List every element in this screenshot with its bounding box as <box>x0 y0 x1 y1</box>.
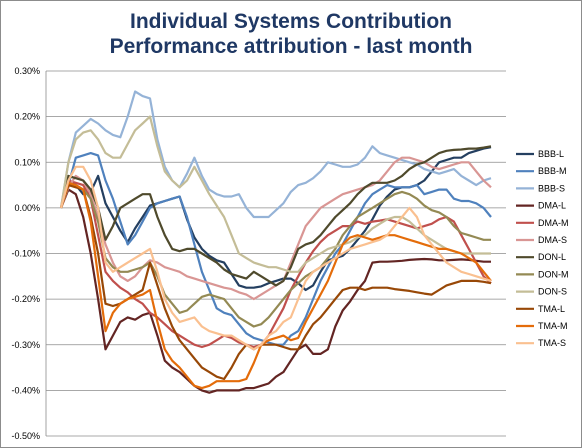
y-tick-label: -0.20% <box>11 294 40 304</box>
series-line-don-l <box>59 145 492 287</box>
legend-label-tma-l: TMA-L <box>538 304 565 314</box>
legend-label-bbb-m: BBB-M <box>538 166 567 176</box>
y-tick-label: -0.10% <box>11 249 40 259</box>
legend-label-don-l: DON-L <box>538 252 566 262</box>
y-tick-label: 0.00% <box>14 203 40 213</box>
chart-subtitle: Performance attribution - last month <box>109 35 473 58</box>
y-tick-label: -0.50% <box>11 431 40 441</box>
legend-label-bbb-s: BBB-S <box>538 183 565 193</box>
series-line-tma-s <box>59 165 492 351</box>
series-line-bbb-s <box>59 90 492 219</box>
legend-label-bbb-l: BBB-L <box>538 149 564 159</box>
chart-title-block: Individual Systems Contribution Performa… <box>0 9 582 59</box>
y-tick-label: -0.30% <box>11 340 40 350</box>
series-line-bbb-l <box>59 146 492 292</box>
legend-label-dma-l: DMA-L <box>538 201 566 211</box>
series-line-dma-l <box>59 188 491 394</box>
series-line-don-m <box>59 184 491 328</box>
y-tick-label: 0.10% <box>14 157 40 167</box>
legend-label-tma-s: TMA-S <box>538 338 566 348</box>
series-line-tma-l <box>59 184 492 381</box>
legend-label-don-m: DON-M <box>538 269 569 279</box>
series-line-bbb-m <box>59 152 492 346</box>
legend-label-don-s: DON-S <box>538 287 567 297</box>
y-tick-label: -0.40% <box>11 385 40 395</box>
y-tick-label: 0.30% <box>14 66 40 76</box>
series-line-don-s <box>59 115 491 273</box>
legend-label-tma-m: TMA-M <box>538 321 568 331</box>
series-line-tma-m <box>59 181 492 390</box>
legend-label-dma-m: DMA-M <box>538 218 569 228</box>
y-tick-label: 0.20% <box>14 112 40 122</box>
chart-title: Individual Systems Contribution <box>129 10 453 33</box>
legend-label-dma-s: DMA-S <box>538 235 567 245</box>
